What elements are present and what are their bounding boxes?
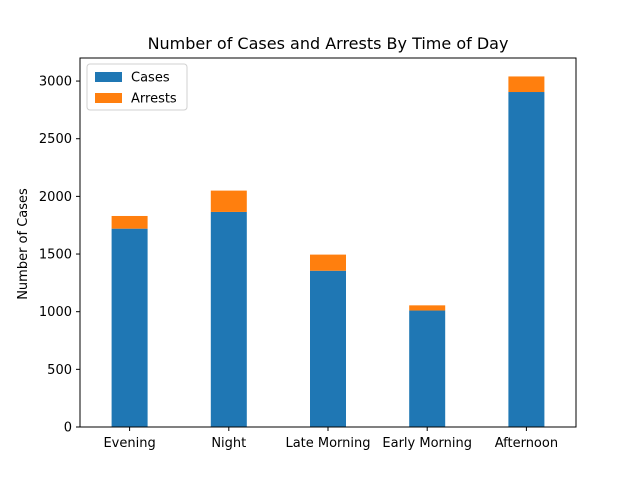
x-tick-label: Late Morning [285,436,370,451]
bar-cases-early-morning [409,310,446,427]
y-tick-label: 0 [64,421,72,436]
bar-cases-afternoon [508,92,545,428]
bar-cases-evening [111,228,148,427]
bar-arrests-night [210,190,247,212]
y-tick-label: 2500 [39,132,72,147]
x-tick-label: Afternoon [495,436,558,451]
y-tick-label: 1000 [39,305,72,320]
legend-swatch-cases [95,72,122,82]
y-tick-label: 1500 [39,248,72,263]
y-tick-label: 2000 [39,190,72,205]
x-tick-label: Evening [103,436,155,451]
x-tick-label: Early Morning [382,436,472,451]
legend-label-arrests: Arrests [131,92,177,107]
legend-swatch-arrests [95,93,122,103]
y-tick-label: 500 [47,363,72,378]
bars-group [111,76,545,428]
chart-title: Number of Cases and Arrests By Time of D… [148,34,509,53]
bar-cases-late-morning [310,270,346,427]
y-tick-label: 3000 [39,75,72,90]
axes-group: 0 500 1000 1500 2000 2500 3000 Evening Night Late… [39,57,577,451]
bar-arrests-evening [111,215,148,229]
y-axis-label: Number of Cases [16,188,31,300]
legend-label-cases: Cases [131,71,170,86]
bar-cases-night [210,211,247,427]
legend: Cases Arrests [86,63,188,111]
x-tick-label: Night [211,436,246,451]
bar-arrests-afternoon [508,76,545,93]
bar-arrests-late-morning [310,254,346,271]
bar-arrests-early-morning [409,305,446,311]
